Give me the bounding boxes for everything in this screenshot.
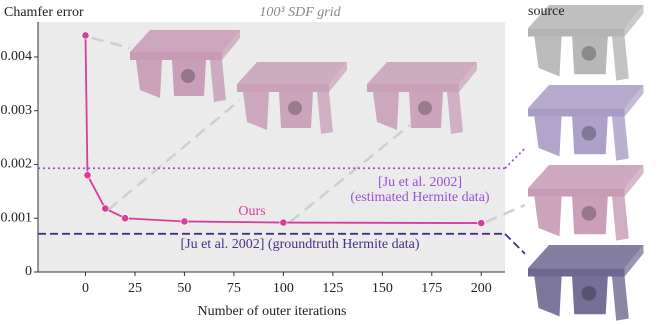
data-point [84, 172, 91, 179]
data-point [478, 219, 485, 226]
data-point [121, 215, 128, 222]
reference-label: (estimated Hermite data) [350, 190, 489, 205]
x-tick-label: 200 [471, 281, 492, 296]
x-tick-label: 125 [322, 281, 343, 296]
chart-title: 100³ SDF grid [259, 5, 341, 20]
y-tick-label: 0.001 [1, 210, 33, 225]
y-axis-title: Chamfer error [4, 5, 84, 20]
series-label: Ours [238, 204, 265, 219]
y-tick-label: 0.002 [1, 157, 33, 172]
x-tick-label: 25 [128, 281, 142, 296]
reference-leader [505, 148, 525, 168]
chart: Chamfer error 100³ SDF grid source Numbe… [0, 0, 657, 325]
y-tick-label: 0.004 [1, 49, 33, 64]
data-point [181, 218, 188, 225]
source-label: source [528, 4, 565, 19]
y-tick-label: 0.003 [1, 103, 33, 118]
x-tick-label: 0 [82, 281, 89, 296]
reference-label: [Ju et al. 2002] [378, 175, 462, 190]
reference-label: [Ju et al. 2002] (groundtruth Hermite da… [180, 237, 419, 252]
x-tick-label: 100 [273, 281, 294, 296]
x-tick-label: 75 [227, 281, 241, 296]
reference-leader [505, 234, 525, 254]
y-tick-label: 0 [25, 264, 32, 279]
x-tick-label: 150 [372, 281, 393, 296]
data-point [102, 205, 109, 212]
x-axis-title: Number of outer iterations [198, 304, 347, 319]
data-point [82, 32, 89, 39]
data-point [280, 219, 287, 226]
x-tick-label: 50 [177, 281, 191, 296]
x-tick-label: 175 [421, 281, 442, 296]
